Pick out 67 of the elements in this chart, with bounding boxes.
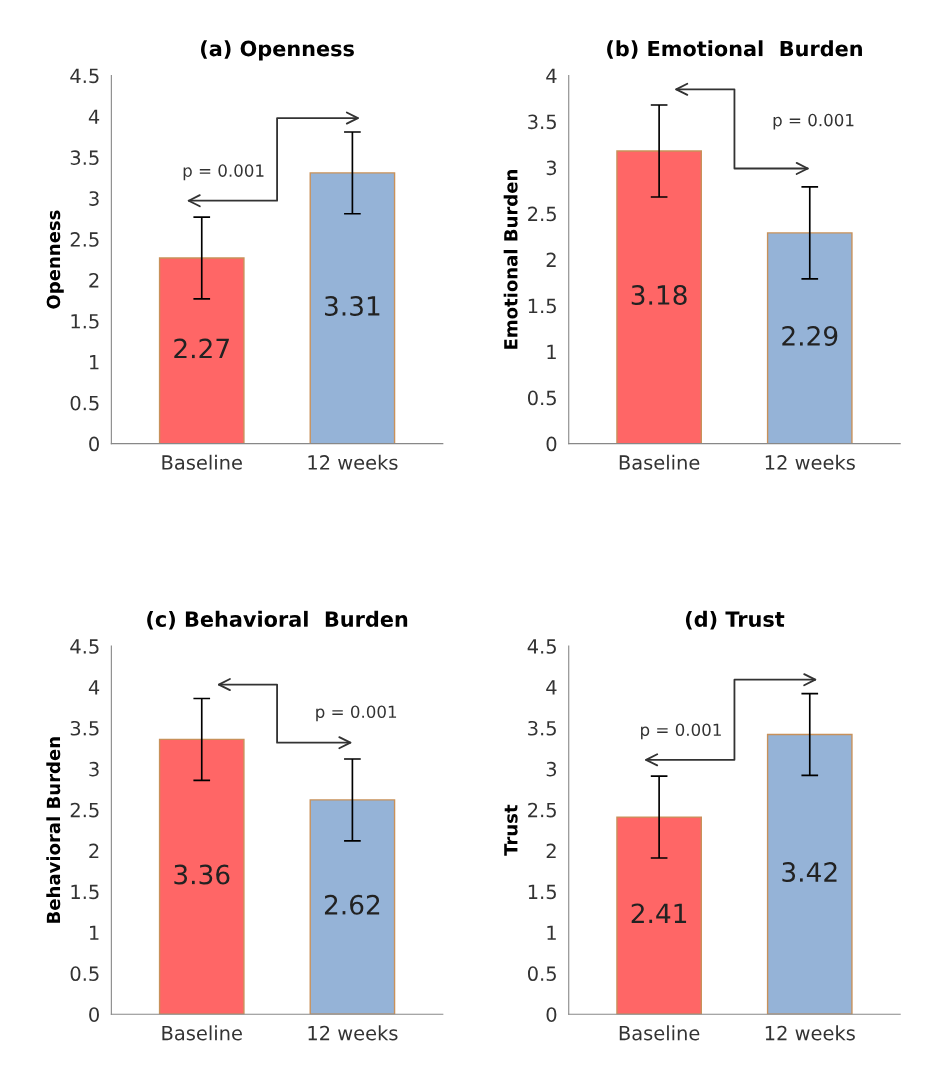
y-tick-label: 4.5 (70, 639, 99, 654)
y-tick-label: 1 (547, 925, 556, 940)
y-tick-label: 2.5 (70, 232, 99, 247)
y-tick-label: 3.5 (70, 720, 99, 736)
y-tick-label: 4.5 (527, 639, 556, 654)
y-tick-label: 2 (546, 843, 556, 859)
data-label: 2.62 (324, 894, 380, 915)
y-tick-label: 3 (546, 160, 557, 176)
y-tick-label: 0.5 (527, 390, 556, 406)
chart-title: (a) Openness (201, 40, 354, 61)
y-axis-title: Emotional Burden (503, 170, 518, 349)
x-tick-label: Baseline (619, 1025, 700, 1041)
y-tick-label: 2.5 (528, 206, 556, 222)
y-tick-label: 1.5 (528, 298, 556, 314)
data-label: 3.31 (325, 295, 380, 316)
y-tick-label: 1 (90, 925, 99, 940)
y-tick-label: 3 (89, 191, 99, 206)
y-tick-label: 4.5 (70, 68, 99, 84)
y-tick-label: 3.5 (528, 114, 556, 130)
annotation: p = 0.001 (641, 723, 721, 740)
x-tick-label: 12 weeks (765, 454, 855, 470)
annotation: p = 0.001 (773, 113, 854, 130)
y-tick-label: 4 (546, 68, 557, 83)
data-label: 3.18 (631, 285, 687, 305)
y-tick-label: 0 (546, 1007, 557, 1022)
y-tick-label: 1.5 (71, 884, 99, 900)
y-axis-title: Trust (504, 804, 518, 856)
y-axis-title: Behavioral Burden (46, 737, 61, 923)
x-tick-label: Baseline (619, 454, 700, 470)
y-tick-label: 4 (88, 680, 100, 695)
x-tick-label: Baseline (162, 454, 242, 470)
y-tick-label: 0.5 (70, 966, 99, 982)
data-label: 2.27 (174, 338, 229, 359)
annotation: p = 0.001 (316, 705, 397, 722)
y-tick-label: 1.5 (71, 314, 99, 329)
y-tick-label: 3 (89, 761, 99, 777)
y-tick-label: 0 (546, 436, 557, 452)
data-label: 3.36 (174, 864, 230, 885)
data-label: 2.29 (782, 325, 838, 346)
y-tick-label: 0 (89, 1007, 99, 1022)
y-tick-label: 0.5 (70, 395, 99, 411)
y-tick-label: 2.5 (70, 802, 99, 818)
data-label: 3.42 (782, 862, 837, 883)
y-tick-label: 4 (88, 109, 100, 124)
chart-title: (d) Trust (685, 610, 785, 630)
y-tick-label: 3 (546, 761, 557, 777)
y-tick-label: 2.5 (528, 802, 556, 818)
y-axis-title: Openness (46, 210, 64, 309)
y-tick-label: 1.5 (528, 884, 556, 900)
y-tick-label: 4 (546, 680, 557, 695)
x-tick-label: Baseline (162, 1025, 242, 1041)
data-label: 2.41 (631, 903, 687, 923)
y-tick-label: 0.5 (527, 966, 556, 982)
x-tick-label: 12 weeks (765, 1025, 855, 1041)
y-tick-label: 3.5 (70, 150, 99, 165)
chart-title: (b) Emotional Burden (607, 40, 862, 59)
y-tick-label: 1 (547, 344, 556, 360)
annotation: p = 0.001 (183, 164, 264, 181)
chart-title: (c) Behavioral Burden (147, 610, 408, 630)
y-tick-label: 3.5 (528, 720, 556, 736)
y-tick-label: 0 (89, 436, 99, 452)
y-tick-label: 2 (89, 843, 99, 859)
y-tick-label: 2 (89, 273, 99, 288)
y-tick-label: 1 (90, 355, 99, 370)
y-tick-label: 2 (546, 252, 556, 267)
x-tick-label: 12 weeks (308, 1025, 398, 1041)
x-tick-label: 12 weeks (308, 454, 398, 470)
